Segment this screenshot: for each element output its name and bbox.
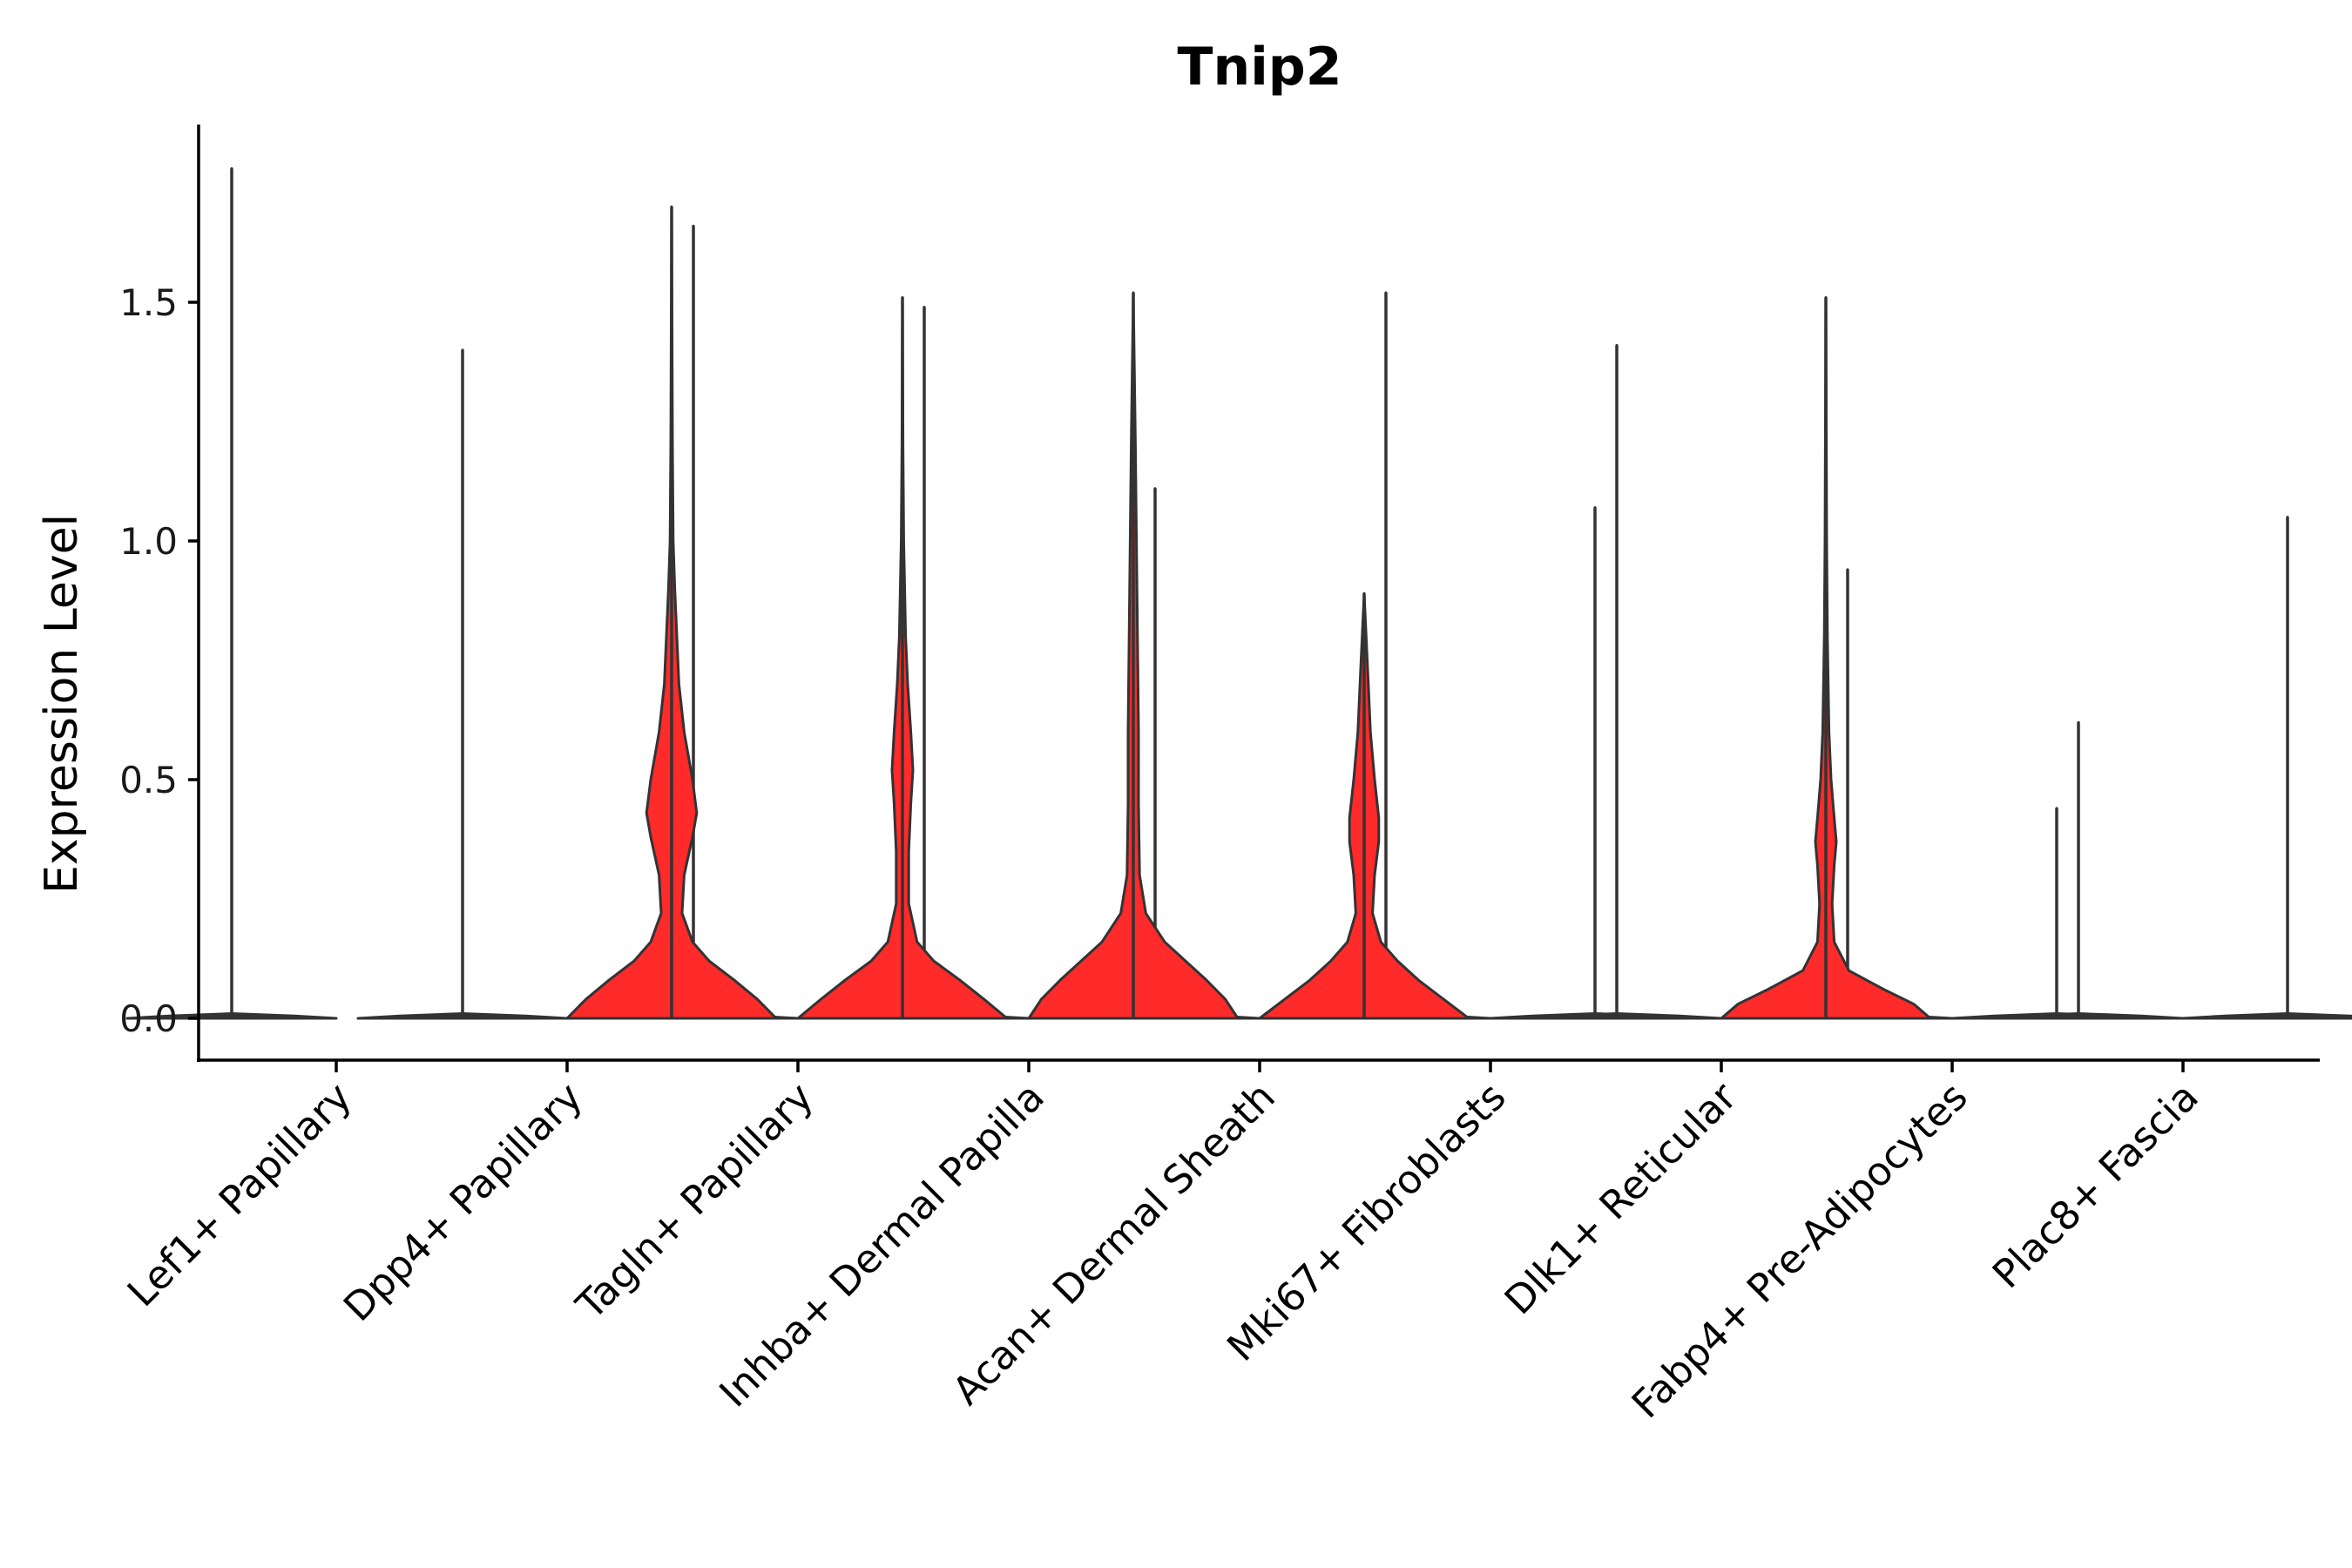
y-tick-label-3: 1.5 [119, 281, 178, 324]
x-tick-label-1: Dpp4+ Papillary [335, 1073, 591, 1330]
violin-1-8 [2181, 516, 2352, 1020]
violins-group [125, 167, 2352, 1020]
y-tick-label-1: 0.5 [119, 759, 178, 801]
y-tick-label-2: 1.0 [119, 520, 178, 563]
x-tick-label-8: Plac8+ Fascia [1984, 1073, 2207, 1297]
chart-title: Tnip2 [1178, 37, 1342, 98]
x-tick-label-0: Lef1+ Papillary [118, 1073, 361, 1315]
y-tick-label-0: 0.0 [119, 997, 178, 1040]
y-axis-label: Expression Level [36, 514, 88, 894]
x-tick-label-6: Dlk1+ Reticular [1496, 1073, 1746, 1323]
x-tick-label-2: Tagln+ Papillary [567, 1073, 822, 1328]
y-axis: 0.0 0.5 1.0 1.5 [119, 281, 199, 1040]
